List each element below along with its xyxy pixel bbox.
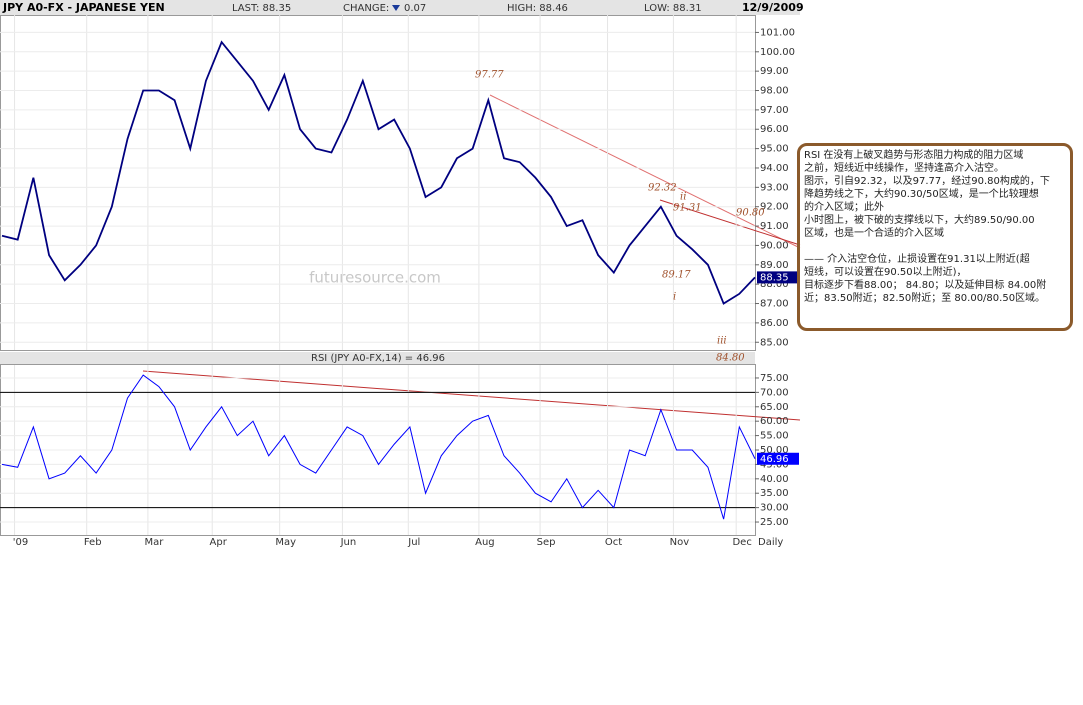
price-line [1, 40, 756, 305]
annotation: 84.80 [716, 353, 745, 364]
y-tick-label: 75.00 [760, 373, 789, 384]
y-tick-label: 60.00 [760, 416, 789, 427]
y-tick-label: 91.00 [760, 221, 789, 232]
x-tick-label: Dec [732, 537, 751, 548]
y-tick-label: 55.00 [760, 431, 789, 442]
y-tick-label: 35.00 [760, 488, 789, 499]
y-tick-label: 45.00 [760, 459, 789, 470]
x-tick-label: '09 [13, 537, 28, 548]
period: Daily [758, 537, 783, 548]
y-tick-label: 90.00 [760, 240, 789, 251]
trend-line [489, 94, 801, 249]
note-line: 图示，引自92.32，以及97.77，经过90.80构成的，下 [804, 176, 1050, 187]
x-tick-label: Jul [407, 537, 420, 548]
rsi-trend-line [142, 370, 801, 421]
annotation: 91.31 [673, 203, 702, 214]
note-line: 短线，可以设置在90.50以上附近)， [804, 267, 967, 278]
y-tick-label: 87.00 [760, 299, 789, 310]
trend-line [659, 199, 801, 246]
y-tick-label: 97.00 [760, 105, 789, 116]
change-label: CHANGE: [343, 3, 389, 14]
annotation: iii [717, 336, 727, 347]
last-label: 88.35 [760, 272, 789, 283]
y-tick-label: 100.00 [760, 47, 795, 58]
note-line: 区域，也是一个合适的介入区域 [804, 228, 944, 239]
change: 0.07 [404, 3, 426, 14]
note-line: 的介入区域；此外 [804, 202, 884, 213]
x-tick-label: Apr [210, 537, 228, 548]
x-tick-label: Feb [84, 537, 102, 548]
down-arrow [392, 5, 400, 11]
note-line: 近；83.50附近；82.50附近；至 80.00/80.50区域。 [804, 293, 1046, 304]
header-bar [0, 0, 800, 15]
chart-title: JPY A0-FX - JAPANESE YEN [2, 1, 165, 14]
y-tick-label: 92.00 [760, 202, 789, 213]
note-line: 目标逐步下看88.00； 84.80；以及延伸目标 84.00附 [804, 280, 1047, 291]
y-tick-label: 95.00 [760, 144, 789, 155]
y-tick-label: 25.00 [760, 517, 789, 528]
annotation: 92.32 [648, 183, 677, 194]
x-tick-label: May [275, 537, 296, 548]
y-tick-label: 89.00 [760, 260, 789, 271]
x-tick-label: Sep [537, 537, 556, 548]
y-tick-label: 65.00 [760, 402, 789, 413]
rsi-last-box [757, 452, 799, 465]
y-tick-label: 93.00 [760, 182, 789, 193]
x-tick-label: Oct [605, 537, 622, 548]
note-box: RSI 在没有上破叉趋势与形态阻力构成的阻力区域 之前，短线近中线操作，坚持逢高介… [797, 143, 1073, 331]
note-line: 之前，短线近中线操作，坚持逢高介入沽空。 [804, 163, 1004, 174]
rsi-last-label: 46.96 [760, 454, 789, 465]
last: LAST: 88.35 [232, 3, 291, 14]
annotation: ii [680, 192, 686, 203]
y-tick-label: 50.00 [760, 445, 789, 456]
price-frame [0, 15, 756, 351]
y-tick-label: 70.00 [760, 387, 789, 398]
y-tick-label: 98.00 [760, 86, 789, 97]
high: HIGH: 88.46 [507, 3, 568, 14]
note-line: 小时图上，被下破的支撑线以下，大约89.50/90.00 [804, 215, 1035, 226]
note-line: —— 介入沽空仓位，止损设置在91.31以上附近(超 [804, 254, 1030, 265]
x-tick-label: Mar [144, 537, 164, 548]
y-tick-label: 94.00 [760, 163, 789, 174]
x-tick-label: Jun [340, 537, 357, 548]
date: 12/9/2009 [742, 1, 804, 14]
rsi-line [1, 374, 756, 520]
low: LOW: 88.31 [644, 3, 702, 14]
y-tick-label: 99.00 [760, 66, 789, 77]
annotation: 90.80 [736, 208, 765, 219]
y-tick-label: 86.00 [760, 318, 789, 329]
y-tick-label: 101.00 [760, 27, 795, 38]
annotation: 97.77 [475, 70, 504, 81]
annotation: 89.17 [662, 270, 691, 281]
x-tick-label: Nov [670, 537, 690, 548]
y-tick-label: 30.00 [760, 503, 789, 514]
note-line: RSI 在没有上破叉趋势与形态阻力构成的阻力区域 [804, 150, 1024, 161]
y-tick-label: 85.00 [760, 337, 789, 348]
x-tick-label: Aug [475, 537, 495, 548]
last-box [757, 271, 799, 284]
rsi-title: RSI (JPY A0-FX,14) = 46.96 [311, 353, 445, 364]
note-line: 降趋势线之下，大约90.30/50区域，是一个比较理想 [804, 189, 1039, 200]
y-tick-label: 96.00 [760, 124, 789, 135]
y-tick-label: 40.00 [760, 474, 789, 485]
y-tick-label: 88.00 [760, 279, 789, 290]
annotation: i [673, 292, 676, 303]
rsi-title-bar [0, 352, 755, 364]
